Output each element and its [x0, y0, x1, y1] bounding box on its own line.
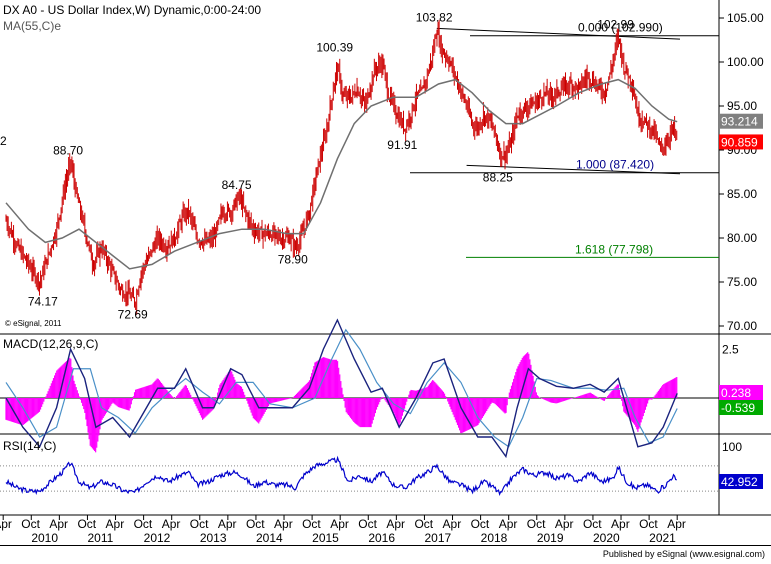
- rsi-tick-label: 100: [722, 440, 742, 454]
- x-month-label: Apr: [330, 517, 349, 531]
- price-last-value-badges: 93.214 90.859: [719, 113, 763, 150]
- price-title: DX A0 - US Dollar Index,W) Dynamic,0:00-…: [3, 3, 261, 17]
- x-axis: Apr Oct Apr Oct Apr Oct Apr Oct Apr Oct Apr Oct Apr O…: [0, 515, 686, 545]
- chart-canvas: 105.00100.0095.0090.0085.0080.0075.0070.…: [0, 0, 771, 545]
- price-tick-label: 100.00: [727, 55, 764, 69]
- x-month-label: Apr: [106, 517, 125, 531]
- esignal-watermark: © eSignal, 2011: [5, 319, 62, 328]
- price-annotation: 72.69: [118, 307, 148, 321]
- x-month-label: Oct: [358, 517, 377, 531]
- fibonacci-lines: 0.000 (102.990) 1.000 (87.420) 1.618 (77.7…: [410, 21, 719, 258]
- footer-publisher-text: Published by eSignal (www.esignal.com): [602, 549, 765, 559]
- macd-last-value-badge-background: [719, 385, 763, 400]
- chart-background: [0, 0, 771, 545]
- x-month-label: Oct: [246, 517, 265, 531]
- x-month-label: Apr: [49, 517, 68, 531]
- macd-tick-label: 2.5: [722, 342, 739, 356]
- ma-line: [5, 78, 678, 270]
- x-month-label: Oct: [639, 517, 658, 531]
- price-annotation: 84.75: [222, 178, 252, 192]
- x-month-label: Apr: [555, 517, 574, 531]
- ma-label: MA(55,C)e: [3, 19, 61, 33]
- x-year-label: 2012: [144, 531, 171, 545]
- x-year-label: 2014: [256, 531, 283, 545]
- x-month-label: Apr: [667, 517, 686, 531]
- x-month-label: Apr: [611, 517, 630, 531]
- price-annotation: 102.99: [597, 18, 634, 32]
- macd-lines: [5, 318, 678, 459]
- x-month-label: Apr: [499, 517, 518, 531]
- fib-level-label: 1.618 (77.798): [575, 242, 653, 256]
- x-month-label: Apr: [162, 517, 181, 531]
- x-month-label: Oct: [21, 517, 40, 531]
- rsi-title: RSI(14,C): [3, 439, 56, 453]
- macd-line: [5, 318, 678, 459]
- x-month-label: Oct: [527, 517, 546, 531]
- left-edge-fragment: 2: [0, 134, 7, 148]
- price-annotation: 88.25: [483, 170, 513, 184]
- close-last-value-badge-background: [719, 134, 763, 150]
- price-annotation: 74.17: [28, 294, 58, 308]
- price-annotation: 103.82: [416, 10, 453, 24]
- footer: Published by eSignal (www.esignal.com): [0, 545, 771, 564]
- macd-title: MACD(12,26,9,C): [3, 337, 98, 351]
- price-tick-label: 95.00: [727, 99, 757, 113]
- ma-last-value-badge: 93.214: [721, 115, 758, 129]
- x-month-label: Oct: [77, 517, 96, 531]
- x-year-label: 2016: [368, 531, 395, 545]
- x-month-label: Oct: [583, 517, 602, 531]
- fib-level-label: 0.000 (102.990): [578, 21, 663, 35]
- x-year-label: 2020: [593, 531, 620, 545]
- x-month-label: Apr: [218, 517, 237, 531]
- price-tick-label: 75.00: [727, 275, 757, 289]
- price-tick-label: 85.00: [727, 187, 757, 201]
- ma-last-value-badge-background: [719, 113, 763, 129]
- price-annotation: 88.70: [53, 143, 83, 157]
- x-year-label: 2010: [31, 531, 58, 545]
- x-year-label: 2015: [312, 531, 339, 545]
- moving-average: [5, 78, 678, 270]
- price-annotation: 100.39: [316, 41, 353, 55]
- macd-last-value-badge: 0.238: [721, 386, 751, 400]
- x-month-label: Oct: [190, 517, 209, 531]
- signal-last-value-badge-background: [719, 400, 763, 415]
- price-annotation: 78.90: [278, 253, 308, 267]
- x-year-label: 2011: [87, 531, 113, 545]
- rsi-line: [5, 455, 677, 497]
- macd-last-value-badges: 0.238-0.539: [719, 385, 763, 415]
- x-month-label: Apr: [386, 517, 405, 531]
- price-title-background: [0, 2, 292, 17]
- x-month-label: Apr: [0, 517, 12, 531]
- price-tick-label: 105.00: [727, 11, 764, 25]
- x-month-label: Oct: [414, 517, 433, 531]
- rsi-last-value-background: [719, 474, 763, 489]
- x-month-label: Apr: [274, 517, 293, 531]
- price-tick-label: 70.00: [727, 319, 757, 333]
- fib-level-label: 1.000 (87.420): [576, 158, 654, 172]
- rsi-last-value: 42.952: [721, 475, 758, 489]
- rsi-last-value-badge: 42.952: [719, 474, 763, 489]
- x-month-label: Oct: [471, 517, 490, 531]
- x-month-label: Oct: [302, 517, 321, 531]
- trendline: [436, 27, 681, 40]
- price-annotation: 91.91: [387, 138, 417, 152]
- price-annotations: 88.70 74.17 72.69 84.75 78.90 100.39 91.91 103.…: [28, 10, 634, 321]
- x-year-label: 2013: [200, 531, 227, 545]
- x-year-label: 2021: [649, 531, 676, 545]
- rsi-line-path: [5, 455, 677, 497]
- trendlines: [436, 27, 681, 175]
- x-year-label: 2019: [537, 531, 564, 545]
- close-last-value-badge: 90.859: [721, 135, 758, 149]
- x-year-label: 2018: [481, 531, 508, 545]
- x-year-label: 2017: [424, 531, 451, 545]
- signal-last-value-badge: -0.539: [721, 401, 755, 415]
- x-month-label: Apr: [443, 517, 462, 531]
- x-month-label: Oct: [134, 517, 153, 531]
- price-tick-label: 80.00: [727, 231, 757, 245]
- trendline: [466, 164, 681, 175]
